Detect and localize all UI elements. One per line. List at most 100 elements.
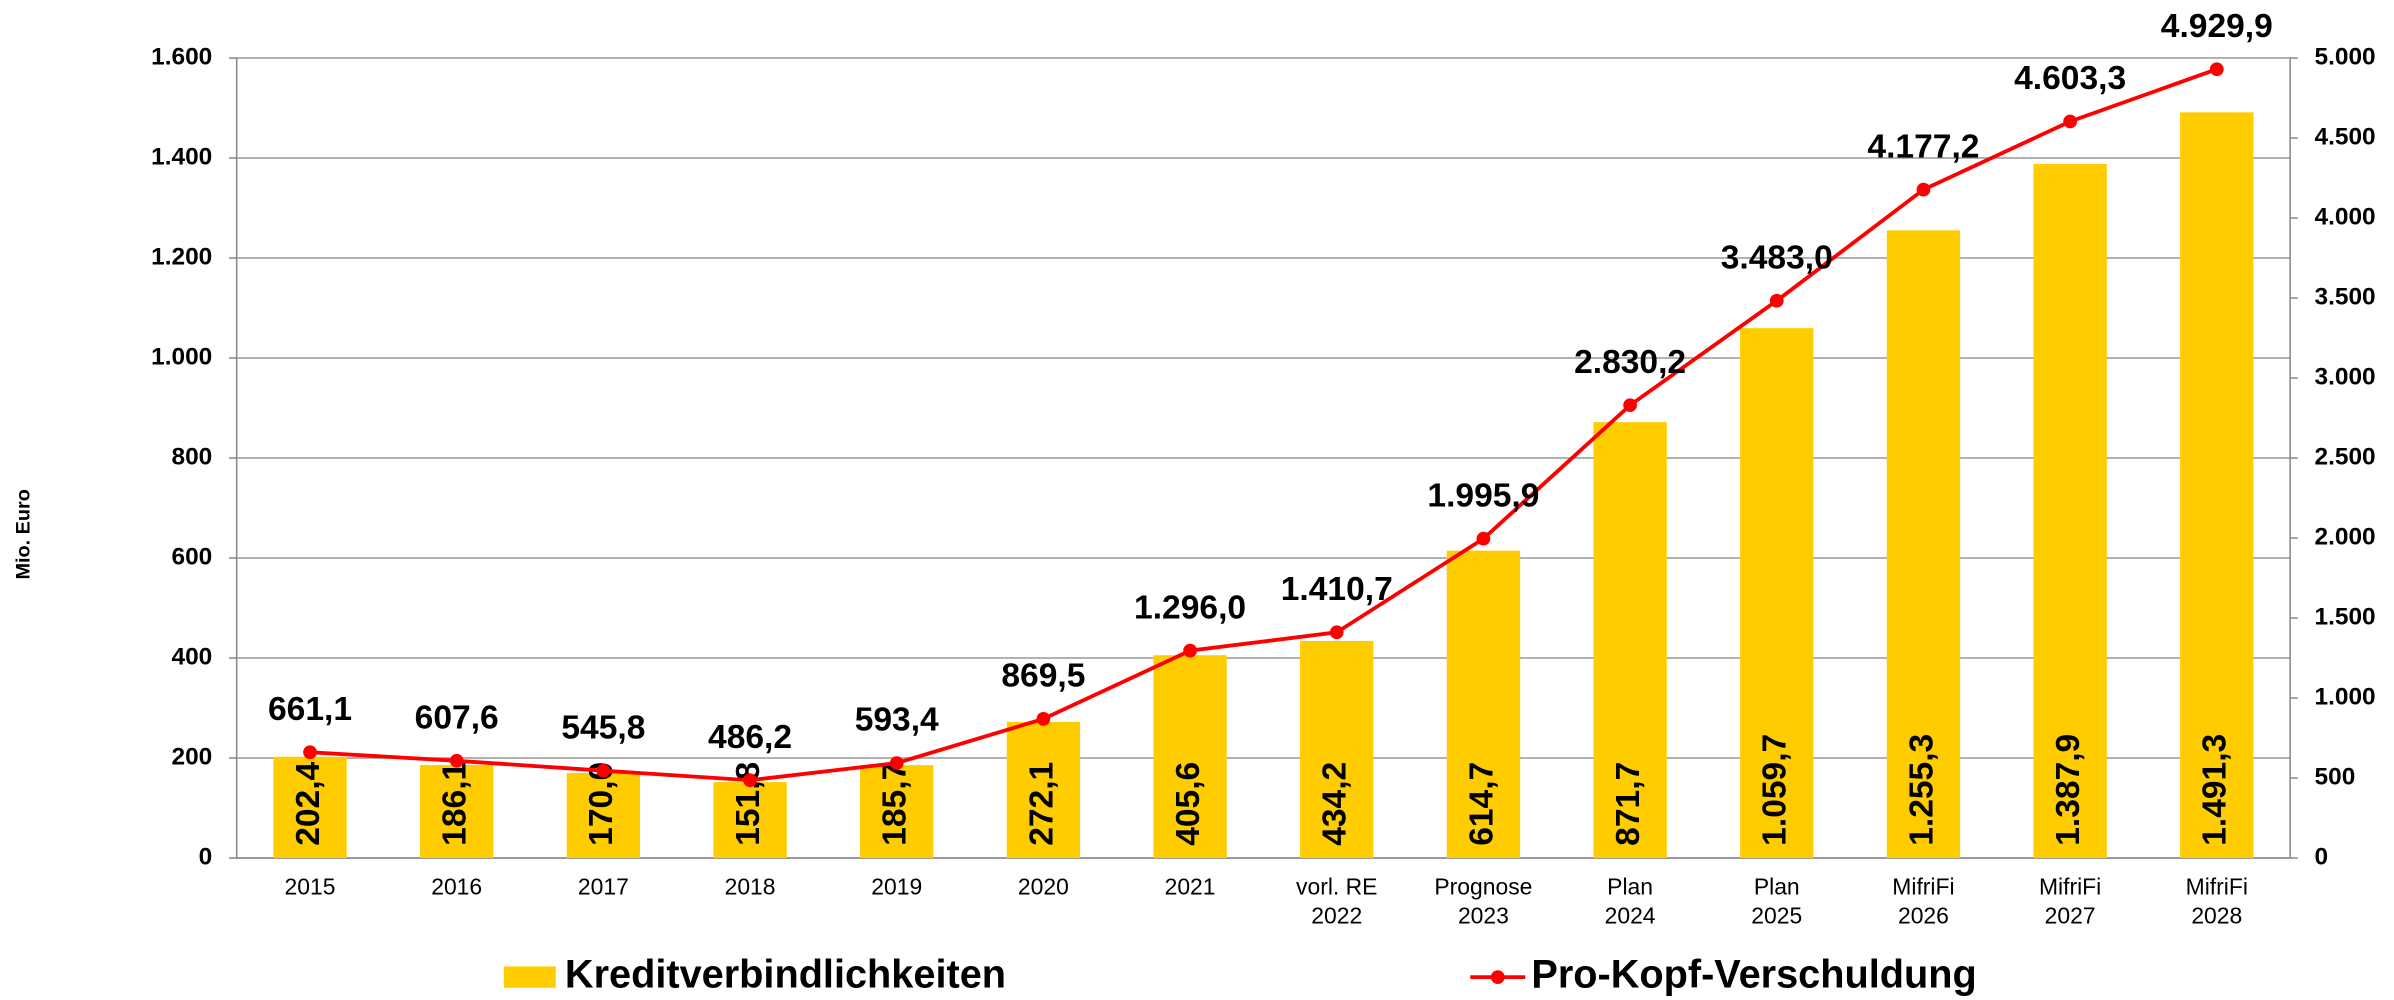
line-point bbox=[1623, 398, 1637, 413]
line bbox=[309, 67, 2218, 783]
x-tick-label: 2018 bbox=[725, 874, 776, 900]
line-value-label: 1.995,9 bbox=[1427, 477, 1539, 514]
x-tick-label: MifriFi bbox=[2186, 874, 2248, 900]
x-tick-label: 2017 bbox=[578, 874, 629, 900]
x-tick-label: 2027 bbox=[2045, 903, 2096, 929]
y2-tick-label: 2.500 bbox=[2315, 443, 2376, 470]
legend-label: Kreditverbindlichkeiten bbox=[565, 953, 1006, 997]
line-value-label: 869,5 bbox=[1001, 658, 1085, 695]
x-tick-label: 2015 bbox=[285, 874, 336, 900]
bar bbox=[1740, 328, 1814, 859]
x-tick-label: Prognose bbox=[1434, 874, 1532, 900]
x-tick-label: 2020 bbox=[1018, 874, 1069, 900]
y-tick-label: 1.600 bbox=[151, 43, 212, 70]
bar-value-label: 434,2 bbox=[1317, 762, 1354, 846]
bar-value-label: 186,1 bbox=[437, 762, 474, 846]
line-value-label: 4.929,9 bbox=[2161, 8, 2273, 45]
line-value-label: 545,8 bbox=[561, 709, 645, 746]
bar bbox=[1886, 230, 1961, 859]
y2-tick-label: 4.000 bbox=[2315, 203, 2376, 230]
line-point bbox=[2209, 62, 2224, 77]
bar-value-label: 185,7 bbox=[877, 762, 914, 846]
x-tick-label: 2016 bbox=[431, 874, 482, 900]
bar bbox=[1153, 655, 1227, 859]
bar-value-label: 405,6 bbox=[1170, 762, 1207, 846]
bar bbox=[2033, 164, 2107, 859]
y2-tick-label: 2.000 bbox=[2315, 523, 2376, 550]
line-point bbox=[1036, 712, 1051, 726]
y-tick-label: 200 bbox=[172, 743, 213, 770]
y2-tick-label: 3.000 bbox=[2315, 363, 2376, 390]
line-point bbox=[596, 763, 611, 778]
bar bbox=[860, 765, 934, 859]
bar-value-label: 614,7 bbox=[1463, 762, 1500, 846]
line-point bbox=[449, 753, 464, 768]
legend-swatch bbox=[1490, 970, 1505, 984]
line-value-label: 486,2 bbox=[708, 719, 792, 756]
y2-tick-label: 5.000 bbox=[2315, 43, 2376, 70]
bar bbox=[1593, 422, 1667, 859]
x-tick-label: 2025 bbox=[1751, 903, 1802, 929]
line-point bbox=[303, 745, 317, 760]
bar-value-label: 1.059,7 bbox=[1757, 734, 1794, 846]
x-tick-label: 2024 bbox=[1605, 903, 1656, 929]
line-point bbox=[1916, 182, 1931, 197]
y-tick-label: 1.200 bbox=[151, 243, 212, 270]
y-tick-label: 800 bbox=[172, 443, 213, 470]
line-point bbox=[1476, 531, 1491, 546]
bar bbox=[273, 756, 347, 859]
line-value-label: 4.603,3 bbox=[2014, 60, 2126, 97]
y2-tick-label: 3.500 bbox=[2315, 283, 2376, 310]
line-value-label: 1.296,0 bbox=[1134, 589, 1246, 626]
x-tick-label: 2021 bbox=[1165, 874, 1216, 900]
line-point bbox=[1329, 625, 1344, 640]
line-value-label: 607,6 bbox=[415, 699, 499, 736]
x-tick-label: 2028 bbox=[2191, 903, 2242, 929]
bar bbox=[1006, 721, 1081, 859]
line-point bbox=[743, 773, 757, 788]
bar-value-label: 272,1 bbox=[1023, 762, 1060, 846]
y-tick-label: 0 bbox=[199, 843, 213, 870]
y-tick-label: 400 bbox=[172, 643, 213, 670]
line-point bbox=[1769, 293, 1784, 308]
line-value-label: 593,4 bbox=[855, 702, 939, 739]
legend-swatch bbox=[503, 966, 556, 988]
y2-tick-label: 500 bbox=[2315, 763, 2356, 790]
x-tick-label: 2019 bbox=[871, 874, 922, 900]
line-value-label: 2.830,2 bbox=[1574, 344, 1686, 381]
x-tick-label: MifriFi bbox=[2039, 874, 2101, 900]
y2-tick-label: 1.000 bbox=[2315, 683, 2376, 710]
line-value-label: 4.177,2 bbox=[1867, 128, 1979, 165]
bar bbox=[420, 764, 494, 859]
x-tick-label: MifriFi bbox=[1892, 874, 1954, 900]
y2-tick-label: 4.500 bbox=[2315, 123, 2376, 150]
bar-value-label: 1.491,3 bbox=[2197, 734, 2234, 846]
x-tick-label: vorl. RE bbox=[1296, 874, 1377, 900]
x-tick-label: Plan bbox=[1607, 874, 1653, 900]
y2-tick-label: 0 bbox=[2315, 843, 2329, 870]
line-point bbox=[2063, 114, 2077, 129]
bar bbox=[1300, 640, 1374, 859]
x-tick-label: Plan bbox=[1754, 874, 1800, 900]
y-tick-label: 1.400 bbox=[151, 143, 212, 170]
line-value-label: 3.483,0 bbox=[1721, 239, 1833, 276]
x-tick-label: 2026 bbox=[1898, 903, 1949, 929]
x-tick-label: 2022 bbox=[1311, 903, 1362, 929]
line-point bbox=[889, 756, 904, 770]
y-tick-label: 600 bbox=[172, 543, 213, 570]
x-tick-label: 2023 bbox=[1458, 903, 1509, 929]
y2-tick-label: 1.500 bbox=[2315, 603, 2376, 630]
legend-label: Pro-Kopf-Verschuldung bbox=[1531, 953, 1976, 997]
y-axis-label: Mio. Euro bbox=[13, 489, 35, 579]
line-value-label: 661,1 bbox=[268, 691, 352, 728]
bar-value-label: 202,4 bbox=[290, 761, 327, 845]
line-value-label: 1.410,7 bbox=[1281, 571, 1393, 608]
y-tick-label: 1.000 bbox=[151, 343, 212, 370]
bar-value-label: 1.255,3 bbox=[1903, 734, 1940, 846]
bar bbox=[713, 782, 787, 859]
bar bbox=[1446, 550, 1521, 859]
bar bbox=[2180, 112, 2254, 859]
bar-value-label: 871,7 bbox=[1610, 762, 1647, 846]
bar-value-label: 1.387,9 bbox=[2050, 734, 2087, 846]
